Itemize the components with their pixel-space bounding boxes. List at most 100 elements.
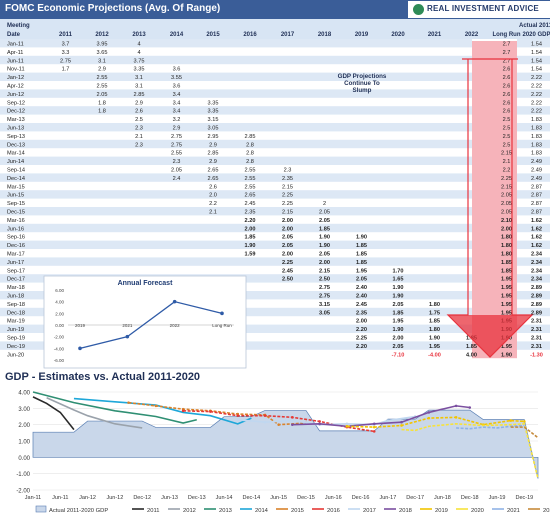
table-cell: Apr-12 xyxy=(7,84,24,90)
gdp-point-2018 xyxy=(291,423,294,426)
table-header-cell: Meeting xyxy=(7,23,30,29)
table-row-stripe xyxy=(517,240,550,249)
table-cell: 2.10 xyxy=(501,218,512,224)
table-header-cell: 2018 xyxy=(318,32,332,38)
table-cell: 2.15 xyxy=(501,184,512,190)
table-cell: 2.5 xyxy=(135,117,143,123)
table-cell: 2.31 xyxy=(531,327,542,333)
gdp-x-tick: Dec-19 xyxy=(515,495,533,501)
table-cell: 2.05 xyxy=(356,277,367,283)
table-cell: 1.90 xyxy=(245,243,256,249)
table-cell: Jan-11 xyxy=(7,42,24,48)
table-cell: 2.34 xyxy=(531,260,543,266)
projection-annotation: GDP Projections xyxy=(338,73,387,80)
table-cell: 2.15 xyxy=(501,151,512,157)
table-cell: 2.50 xyxy=(319,277,330,283)
table-cell: Sep-15 xyxy=(7,201,25,207)
table-row-stripe xyxy=(517,207,550,216)
gdp-series-2019 xyxy=(346,416,525,428)
table-cell: 1.8 xyxy=(98,100,106,106)
table-cell: 1.65 xyxy=(393,277,404,283)
table-cell: 3.65 xyxy=(97,50,108,56)
table-cell: 2.25 xyxy=(282,260,293,266)
table-cell: 2.35 xyxy=(282,176,293,182)
table-cell: 2.49 xyxy=(531,176,542,182)
table-cell: 2.25 xyxy=(282,201,293,207)
table-cell: 3.4 xyxy=(173,109,181,115)
table-cell: Mar-13 xyxy=(7,117,25,123)
table-cell: Mar-14 xyxy=(7,151,25,157)
gdp-legend-label: 2018 xyxy=(399,508,412,514)
table-cell: 1.8 xyxy=(98,109,106,115)
gdp-chart-panel: GDP - Estimates vs. Actual 2011-2020 4.0… xyxy=(0,371,550,517)
table-cell: 2.20 xyxy=(245,218,256,224)
gdp-point-2017 xyxy=(386,419,390,422)
inset-y-tick: -4.00 xyxy=(54,346,65,351)
table-cell: 1.80 xyxy=(429,302,440,308)
table-cell: 1.95 xyxy=(501,285,512,291)
table-cell: 3.1 xyxy=(135,75,143,81)
table-row-stripe xyxy=(517,274,550,283)
table-cell: Sep-13 xyxy=(7,134,25,140)
table-cell: 1.90 xyxy=(393,294,404,300)
table-cell: 3.2 xyxy=(173,117,181,123)
projections-table: Meeting Actual 2011- Date 2011 2012 2013 2014 2… xyxy=(0,19,550,369)
table-cell: 4 xyxy=(137,42,140,48)
table-cell: 2.3 xyxy=(135,142,143,148)
gdp-point-2018 xyxy=(318,422,321,426)
table-row-stripe xyxy=(517,89,550,98)
table-cell: Dec-17 xyxy=(7,277,25,283)
inset-x-tick: 2021 xyxy=(122,323,133,328)
inset-y-tick: 6.00 xyxy=(55,288,64,293)
table-cell: 2.65 xyxy=(245,193,256,199)
gdp-point-2019 xyxy=(372,425,376,429)
table-cell: 2.8 xyxy=(246,159,254,165)
table-cell: 2.15 xyxy=(319,268,330,274)
gdp-x-tick: Jun-13 xyxy=(161,495,178,501)
table-cell: 2.49 xyxy=(531,168,542,174)
gdp-point-2015 xyxy=(277,423,280,426)
table-cell: 2.1 xyxy=(135,134,143,140)
inset-forecast-point xyxy=(125,334,130,339)
table-cell: Sep-19 xyxy=(7,336,25,342)
gdp-legend-label: 2011 xyxy=(147,508,159,514)
table-header-cell: 2011 xyxy=(59,32,73,38)
table-row-stripe xyxy=(0,223,472,233)
gdp-series-2014 xyxy=(73,397,252,425)
gdp-series-2017 xyxy=(237,415,416,426)
logo-icon xyxy=(413,4,424,15)
table-cell: 2.55 xyxy=(245,176,256,182)
table-row-stripe xyxy=(0,89,472,98)
table-cell: 3.3 xyxy=(62,50,70,56)
table-cell: -4.00 xyxy=(428,352,441,358)
table-cell: 2.15 xyxy=(282,210,293,216)
table-cell: 2.85 xyxy=(245,134,256,140)
table-row-stripe xyxy=(0,207,472,216)
table-cell: 2.87 xyxy=(531,193,542,199)
table-cell: Dec-14 xyxy=(7,176,25,182)
table-cell: 2.22 xyxy=(531,75,542,81)
table-cell: 1.54 xyxy=(531,50,542,56)
table-cell: 1.75 xyxy=(429,310,440,316)
table-cell: 2.9 xyxy=(173,126,181,132)
table-cell: Jan-12 xyxy=(7,75,24,81)
projection-annotation: Continue To xyxy=(344,80,380,87)
table-cell: 2.87 xyxy=(531,201,542,207)
gdp-series-2011 xyxy=(32,396,75,431)
table-cell: 2.05 xyxy=(282,235,293,241)
long-run-highlight xyxy=(472,41,517,359)
table-cell: 1.85 xyxy=(393,310,404,316)
table-cell: 3.05 xyxy=(208,126,219,132)
inset-x-tick: 2022 xyxy=(170,323,181,328)
table-header-cell: 2020 xyxy=(391,32,405,38)
table-cell: 2.7 xyxy=(503,50,511,56)
inset-forecast-point xyxy=(172,299,177,304)
table-cell: 2.75 xyxy=(60,58,71,64)
gdp-y-tick: 1.00 xyxy=(18,440,30,446)
table-cell: Dec-16 xyxy=(7,243,25,249)
table-cell: 2.1 xyxy=(209,210,217,216)
gdp-y-tick: 0.00 xyxy=(18,456,30,462)
inset-chart-title: Annual Forecast xyxy=(118,280,174,287)
table-row-stripe xyxy=(0,240,472,249)
table-cell: 2.75 xyxy=(171,142,182,148)
